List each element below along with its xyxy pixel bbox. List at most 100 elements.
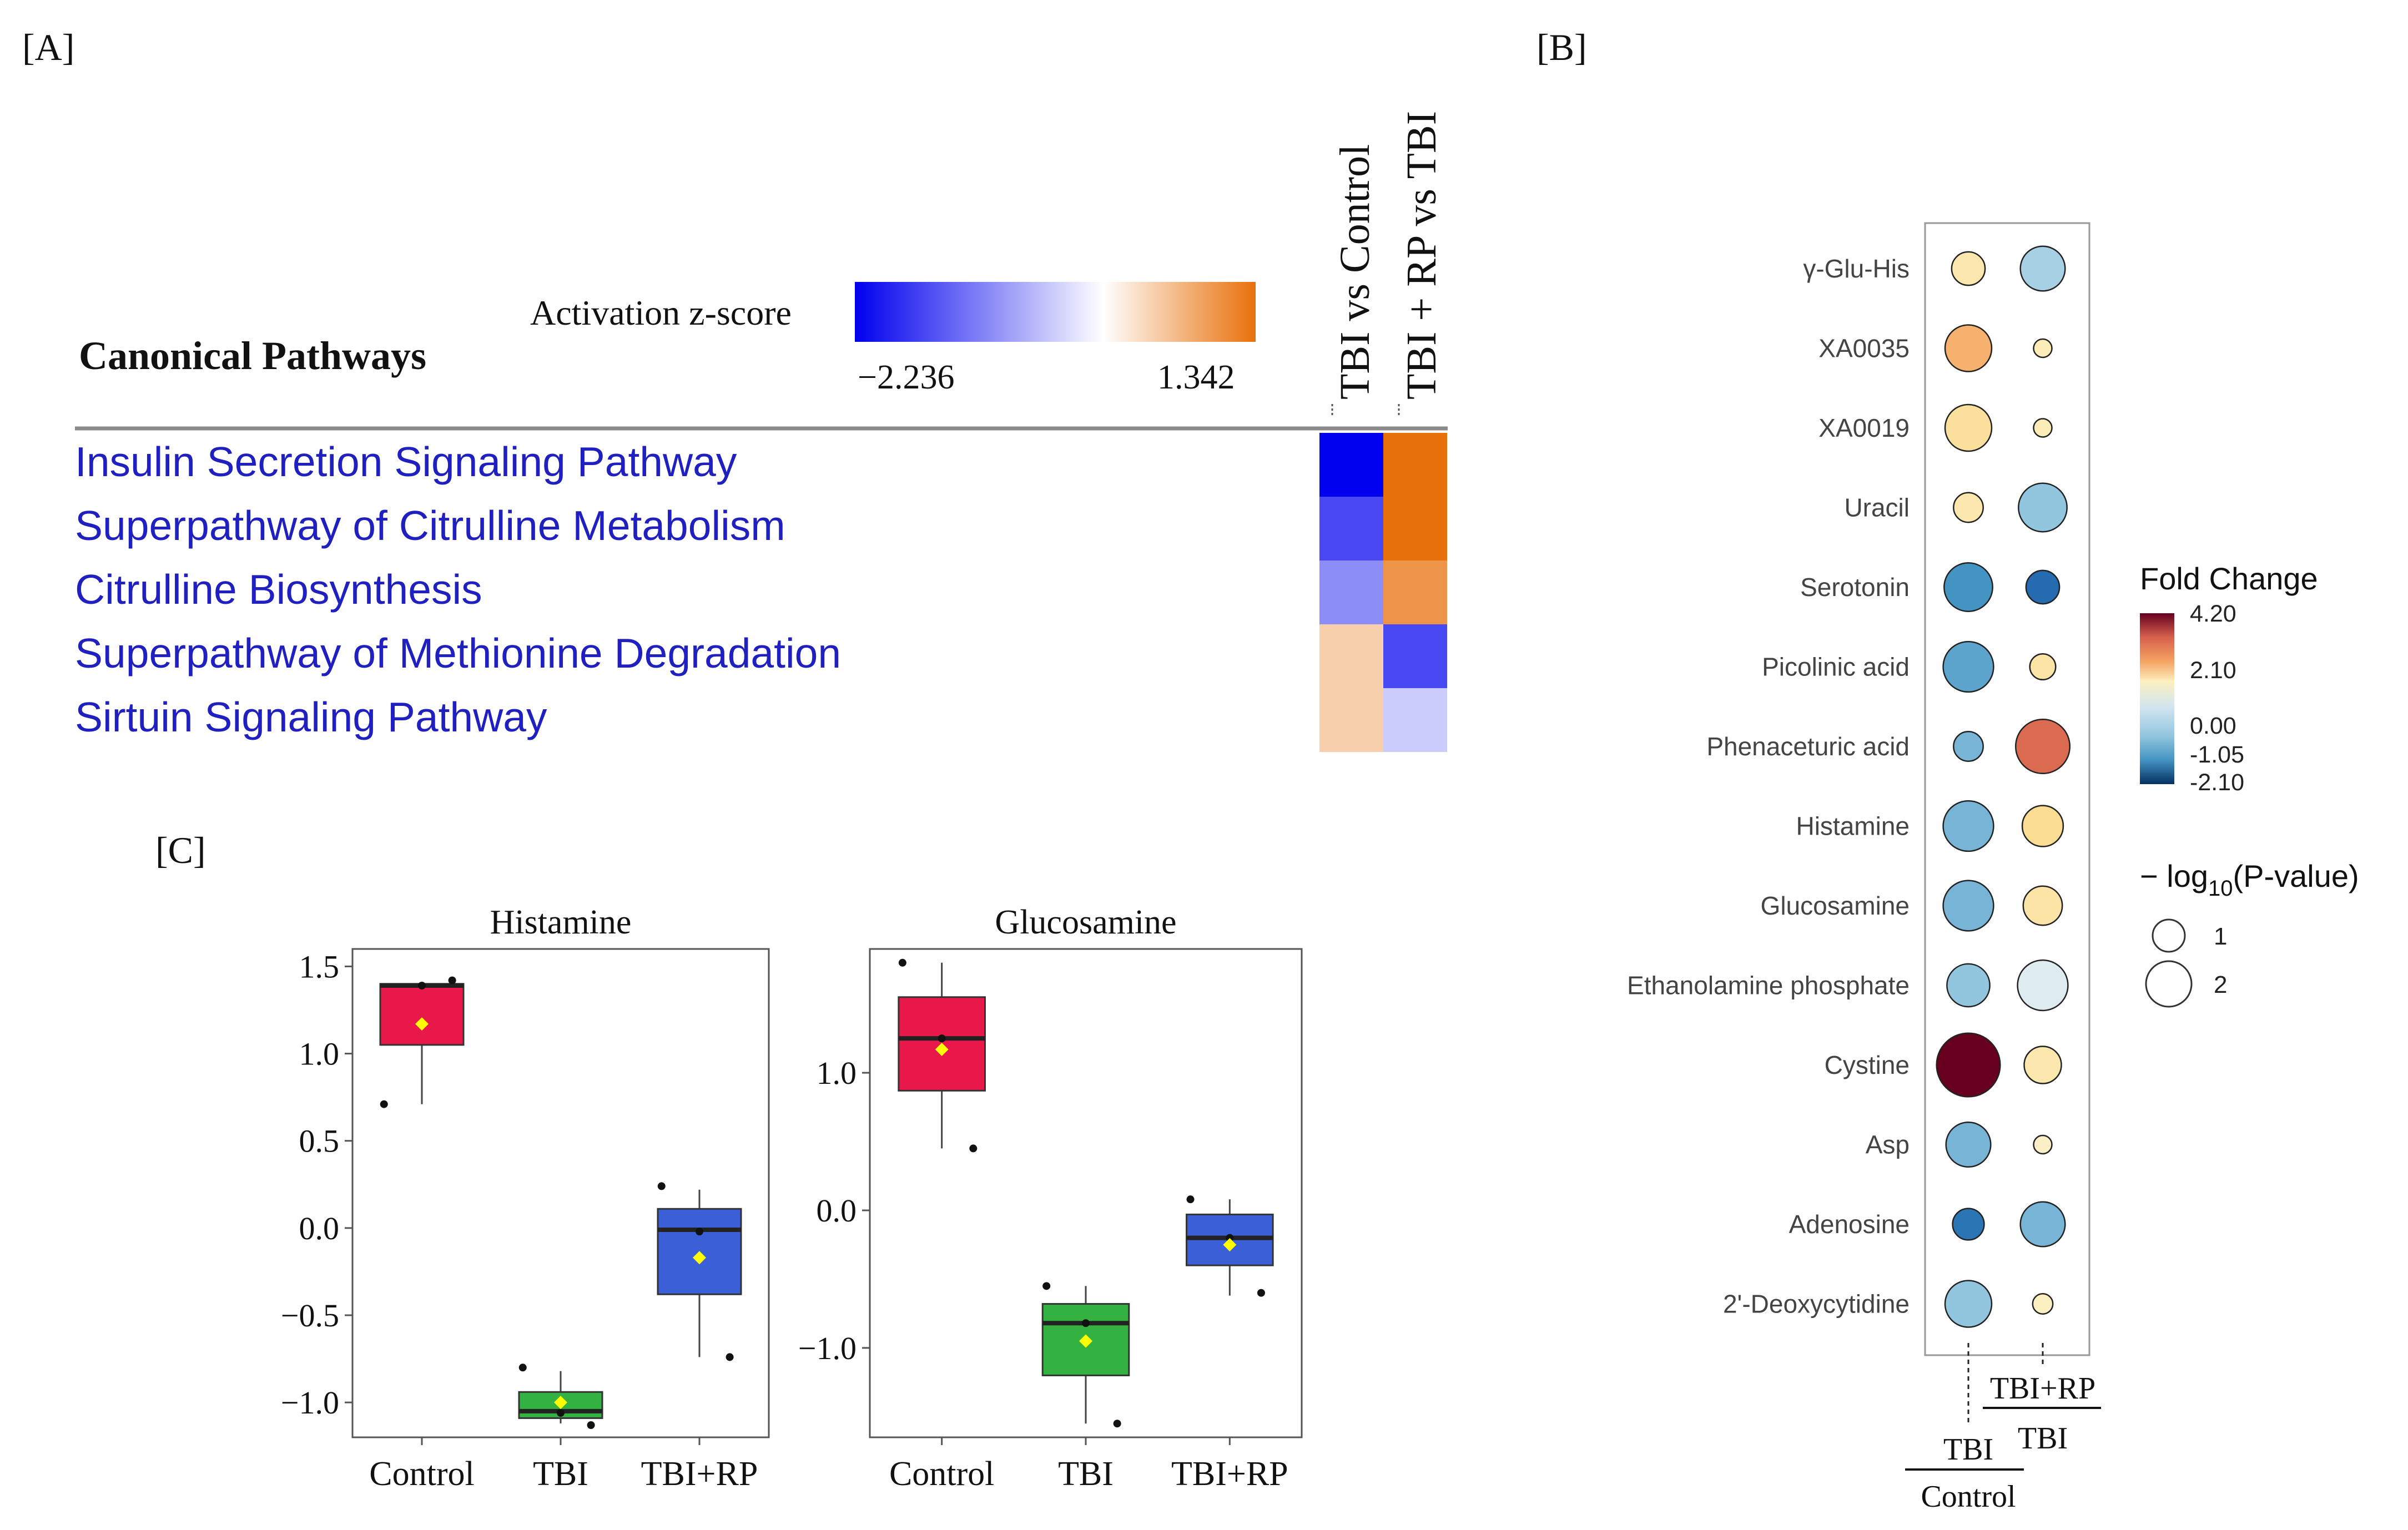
glucosamine-ytick-label: 1.0 xyxy=(817,1055,857,1091)
heatmap-cell-superpathway-of-methionine-degradation-1 xyxy=(1319,624,1383,688)
bubble-histamine-2 xyxy=(2021,805,2064,847)
bubble-adenosine-1 xyxy=(1952,1208,1985,1241)
histamine-box-control xyxy=(379,983,465,1046)
bubble-cystine-1 xyxy=(1936,1032,2001,1098)
heatmap-cell-sirtuin-signaling-pathway-1 xyxy=(1319,688,1383,752)
bubble-xa0019-1 xyxy=(1944,403,1993,452)
glucosamine-point-control xyxy=(898,958,906,967)
glucosamine-xtick-label-control: Control xyxy=(889,1455,994,1493)
bubble-phenaceturic-acid-2 xyxy=(2014,718,2071,775)
heatmap-cell-insulin-secretion-signaling-pathway-2 xyxy=(1383,433,1447,497)
metabolite-label-xa0019: XA0019 xyxy=(1818,413,1910,442)
panel-b-label: [B] xyxy=(1537,26,1587,68)
fc-tick-2.10: 2.10 xyxy=(2190,657,2236,684)
bubble-ethanolamine-phosphate-1 xyxy=(1946,963,1991,1008)
metabolite-label-picolinic-acid: Picolinic acid xyxy=(1762,653,1910,681)
zscore-legend-title: Activation z-score xyxy=(530,293,792,332)
histamine-point-tbi xyxy=(587,1421,595,1429)
heatmap-cell-insulin-secretion-signaling-pathway-1 xyxy=(1319,433,1383,497)
pathway-label-insulin-secretion-signaling-pathway: Insulin Secretion Signaling Pathway xyxy=(75,438,737,485)
bubble-serotonin-2 xyxy=(2025,569,2061,605)
bubble-xa0035-2 xyxy=(2033,338,2053,358)
pathway-label-citrulline-biosynthesis: Citrulline Biosynthesis xyxy=(75,566,482,613)
histamine-point-tbi-rp xyxy=(657,1182,666,1190)
glucosamine-point-tbi xyxy=(1082,1319,1090,1327)
heatmap-cell-sirtuin-signaling-pathway-2 xyxy=(1383,688,1447,752)
heatmap-column-label-2: TBI + RP vs TBI xyxy=(1398,111,1445,400)
col2-denominator: TBI xyxy=(2018,1421,2068,1456)
panel-a-label: [A] xyxy=(22,26,74,68)
glucosamine-point-tbi-rp xyxy=(1186,1195,1195,1204)
histamine-point-control xyxy=(418,982,426,989)
fold-change-colorbar xyxy=(2140,613,2174,784)
bubble-glu-his-1 xyxy=(1951,251,1986,286)
glucosamine-point-tbi xyxy=(1042,1282,1051,1290)
bubble-phenaceturic-acid-1 xyxy=(1953,731,1984,762)
bubble-xa0035-1 xyxy=(1944,324,1993,372)
heatmap-cell-superpathway-of-citrulline-metabolism-2 xyxy=(1383,497,1447,561)
fold-change-legend-title: Fold Change xyxy=(2140,561,2318,596)
histamine-point-tbi xyxy=(557,1409,565,1417)
histamine-title: Histamine xyxy=(490,903,632,941)
pvalue-legend-circle-1 xyxy=(2152,918,2186,953)
pathway-label-sirtuin-signaling-pathway: Sirtuin Signaling Pathway xyxy=(75,694,547,740)
bubble-asp-2 xyxy=(2033,1134,2053,1155)
zscore-colorbar xyxy=(855,282,1256,342)
metabolite-label-uracil: Uracil xyxy=(1844,493,1910,522)
bubble-serotonin-1 xyxy=(1943,562,1993,612)
panel-c: [C] Histamine −1.0 −0.5 0.0 0.5 1.0 1.5 Control… xyxy=(155,829,1303,1493)
histamine-mean-marker-tbi xyxy=(554,1396,567,1410)
histamine-point-control xyxy=(380,1100,388,1108)
pathway-label-superpathway-of-methionine-degradation: Superpathway of Methionine Degradation xyxy=(75,630,841,676)
histamine-ytick-label: −0.5 xyxy=(281,1297,339,1334)
glucosamine-point-control xyxy=(938,1034,946,1043)
bubble-histamine-1 xyxy=(1942,800,1994,852)
histamine-ytick-label: 1.5 xyxy=(299,948,340,984)
glucosamine-point-tbi-rp xyxy=(1257,1289,1265,1297)
histamine-ytick-label: 1.0 xyxy=(299,1036,340,1072)
glucosamine-point-control xyxy=(969,1144,978,1153)
bubble-uracil-2 xyxy=(2018,482,2068,533)
glucosamine-box-control xyxy=(898,996,986,1092)
col1-denominator: Control xyxy=(1921,1479,2016,1514)
histamine-xtick-label-control: Control xyxy=(369,1455,474,1493)
bubble-cystine-2 xyxy=(2023,1046,2062,1084)
heatmap-cell-citrulline-biosynthesis-2 xyxy=(1383,561,1447,624)
histamine-mean-marker-tbi-rp xyxy=(693,1251,706,1265)
metabolite-label-phenaceturic-acid: Phenaceturic acid xyxy=(1706,732,1910,761)
metabolite-label-asp: Asp xyxy=(1866,1130,1910,1159)
glucosamine-ytick-label: 0.0 xyxy=(817,1193,857,1229)
histamine-ytick-label: 0.5 xyxy=(299,1123,340,1159)
panel-b: [B] γ-Glu-His XA0035 XA0019 Uracil Serotonin… xyxy=(1537,26,2359,1514)
bubble-uracil-1 xyxy=(1953,492,1984,523)
metabolite-label-xa0035: XA0035 xyxy=(1818,334,1910,363)
metabolite-label-histamine: Histamine xyxy=(1796,812,1910,841)
histamine-xtick-label-tbi: TBI xyxy=(533,1455,588,1493)
bubble-adenosine-2 xyxy=(2019,1201,2066,1248)
bubble-xa0019-2 xyxy=(2033,418,2053,438)
col2-numerator: TBI+RP xyxy=(1990,1371,2095,1406)
bubble-asp-1 xyxy=(1945,1121,1992,1168)
glucosamine-title: Glucosamine xyxy=(995,903,1176,941)
metabolite-label-2-deoxycytidine: 2'-Deoxycytidine xyxy=(1723,1290,1910,1319)
metabolite-label-serotonin: Serotonin xyxy=(1800,573,1910,602)
pathway-label-superpathway-of-citrulline-metabolism: Superpathway of Citrulline Metabolism xyxy=(75,502,785,549)
histamine-point-tbi xyxy=(518,1364,527,1372)
fc-tick-minus-1.05: -1.05 xyxy=(2190,741,2244,768)
bubble-2-deoxycytidine-1 xyxy=(1944,1280,1993,1328)
col1-numerator: TBI xyxy=(1943,1432,1993,1467)
zscore-min-label: −2.236 xyxy=(858,358,954,396)
histamine-point-control xyxy=(448,976,456,984)
glucosamine-point-tbi-rp xyxy=(1226,1234,1234,1242)
bubble-plot-frame xyxy=(1924,222,2090,1356)
canonical-pathways-heading: Canonical Pathways xyxy=(79,334,426,378)
metabolite-label-cystine: Cystine xyxy=(1825,1051,1910,1079)
pvalue-legend-title: − log10(P-value) xyxy=(2140,859,2359,901)
zscore-max-label: 1.342 xyxy=(1157,358,1235,396)
fc-tick-minus-2.10: -2.10 xyxy=(2190,769,2244,796)
fc-tick-0.00: 0.00 xyxy=(2190,713,2236,739)
bubble-ethanolamine-phosphate-2 xyxy=(2017,959,2069,1012)
histamine-xtick-label-tbi-rp: TBI+RP xyxy=(641,1455,758,1493)
bubble-picolinic-acid-1 xyxy=(1942,640,1994,693)
glucosamine-ytick-label: −1.0 xyxy=(798,1330,857,1366)
